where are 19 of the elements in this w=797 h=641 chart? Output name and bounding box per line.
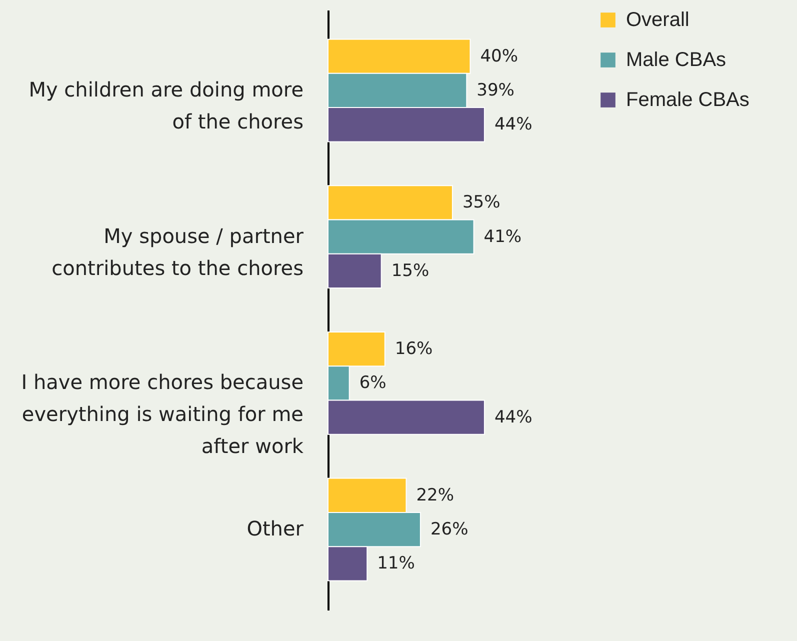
data-label: 22% <box>416 485 454 506</box>
legend-label: Male CBAs <box>626 49 726 71</box>
data-label: 11% <box>377 554 415 574</box>
data-label: 39% <box>476 80 514 100</box>
data-label: 16% <box>394 339 433 360</box>
data-label: 44% <box>494 407 532 428</box>
y-tick-label: My spouse / partner contributes to the chores <box>52 224 304 280</box>
data-label: 15% <box>391 260 430 281</box>
legend-label: Female CBAs <box>626 89 750 111</box>
data-label: 6% <box>359 373 386 394</box>
y-tick-label: Other <box>246 516 304 541</box>
data-label: 40% <box>480 46 518 66</box>
y-tick-label: My children are doing more of the chores <box>28 77 304 134</box>
data-label: 41% <box>484 226 522 247</box>
data-label: 44% <box>494 114 532 135</box>
legend-label: Overall <box>626 9 690 31</box>
data-label: 35% <box>462 192 500 213</box>
data-label: 26% <box>430 520 468 540</box>
y-tick-label: I have more chores because everything is waiting for me after work <box>21 370 304 458</box>
